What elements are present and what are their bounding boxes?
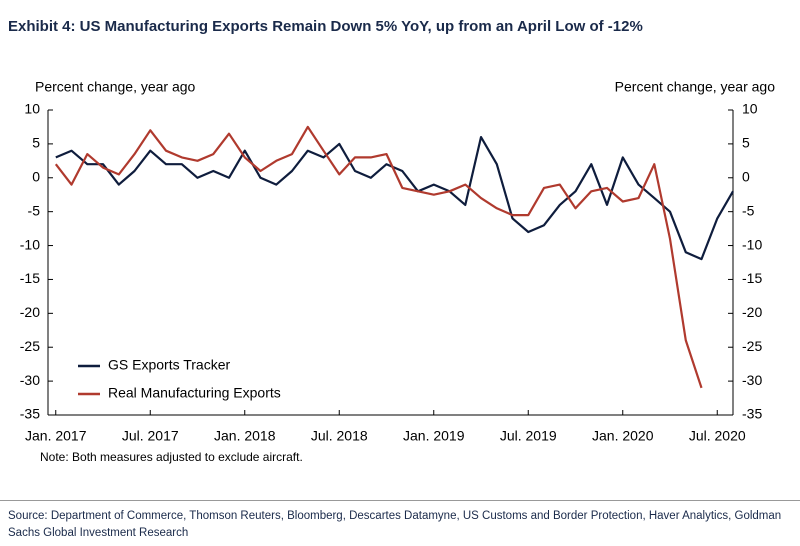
separator: [0, 500, 800, 501]
y-axis-label: Percent change, year ago: [35, 79, 196, 95]
series-line: [54, 125, 703, 389]
y-tick-label: -25: [20, 338, 40, 354]
series-line: [55, 136, 734, 261]
x-tick-label: Jan. 2020: [592, 428, 654, 444]
y-tick-label: 10: [24, 101, 40, 117]
y2-tick-label: -30: [742, 372, 762, 388]
y-tick-label: -15: [20, 270, 40, 286]
y-tick-label: 0: [32, 168, 40, 184]
legend-label: GS Exports Tracker: [108, 357, 230, 373]
chart-title: Exhibit 4: US Manufacturing Exports Rema…: [8, 18, 643, 35]
source: Source: Department of Commerce, Thomson …: [8, 510, 782, 539]
legend-label: Real Manufacturing Exports: [108, 385, 281, 401]
y2-tick-label: -10: [742, 236, 762, 252]
x-tick-label: Jan. 2018: [214, 428, 276, 444]
y-tick-label: -10: [20, 236, 40, 252]
y-tick-label: 5: [32, 135, 40, 151]
y2-tick-label: -25: [742, 338, 762, 354]
x-tick-label: Jul. 2018: [311, 428, 368, 444]
x-tick-label: Jul. 2019: [500, 428, 557, 444]
y2-tick-label: -20: [742, 304, 762, 320]
x-tick-label: Jul. 2020: [689, 428, 746, 444]
note: Note: Both measures adjusted to exclude …: [40, 450, 303, 464]
y2-tick-label: -15: [742, 270, 762, 286]
y2-tick-label: 0: [742, 168, 750, 184]
y2-tick-label: 10: [742, 101, 758, 117]
y2-axis-label: Percent change, year ago: [615, 79, 776, 95]
y-tick-label: -5: [28, 202, 41, 218]
x-tick-label: Jan. 2019: [403, 428, 465, 444]
y-tick-label: -20: [20, 304, 40, 320]
y2-tick-label: -35: [742, 406, 762, 422]
y2-tick-label: 5: [742, 135, 750, 151]
y-tick-label: -30: [20, 372, 40, 388]
y2-tick-label: -5: [742, 202, 755, 218]
y-tick-label: -35: [20, 406, 40, 422]
x-tick-label: Jul. 2017: [122, 428, 179, 444]
x-tick-label: Jan. 2017: [25, 428, 87, 444]
